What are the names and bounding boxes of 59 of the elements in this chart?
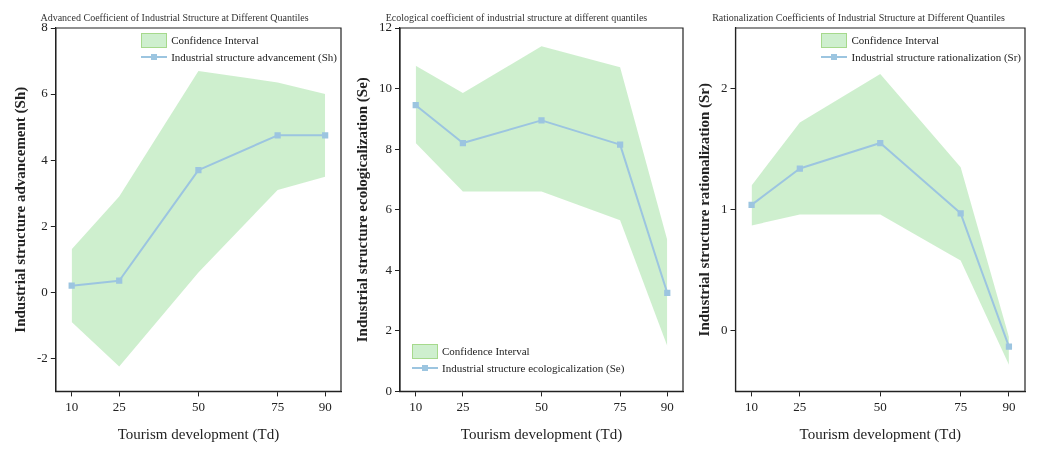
y-tick-label: 2	[41, 217, 48, 233]
point	[459, 139, 467, 147]
chart-title: Ecological coefficient of industrial structure at different quantiles	[385, 11, 648, 23]
y-tick-label: 0	[41, 283, 48, 299]
y-tick-label: 8	[385, 140, 392, 156]
y-tick-label: -2	[36, 349, 48, 365]
x-axis-title: Tourism development (Td)	[799, 425, 961, 443]
x-tick-label: 50	[873, 398, 887, 414]
y-tick-label: 0	[721, 322, 728, 338]
x-tick-label: 75	[613, 398, 627, 414]
legend-label: Industrial structure advancement (Sh)	[171, 50, 337, 65]
x-tick-label: 90	[660, 398, 674, 414]
annotation: Confidence Interval	[851, 33, 940, 48]
point	[274, 132, 281, 139]
x-tick-label: 90	[318, 398, 332, 414]
point	[616, 141, 624, 148]
x-tick-label: 10	[65, 398, 79, 414]
y-tick-label: 10	[379, 79, 392, 95]
y-tick-label: 4	[385, 261, 393, 277]
x-tick-label: 75	[954, 398, 968, 414]
point	[116, 277, 123, 284]
y-tick-label: 4	[41, 151, 49, 167]
chart-title: Rationalization Coefficients of Industrial Structure at Different Quantiles	[712, 11, 1005, 23]
y-tick-label: 2	[385, 322, 392, 338]
x-tick-label: 90	[1002, 398, 1016, 414]
legend-label: Industrial structure ecologicalization (Se)	[442, 361, 625, 377]
chart-title: Advanced Coefficient of Industrial Structure at Different Quantiles	[40, 11, 309, 23]
point	[195, 166, 202, 174]
annotation: Confidence Interval	[171, 33, 259, 48]
y-tick-label: 6	[41, 85, 49, 101]
point	[796, 165, 803, 172]
x-tick-label: 10	[409, 398, 423, 414]
y-axis-title: Industrial structure advancement (Sh)	[11, 86, 29, 333]
point	[322, 132, 329, 139]
point	[412, 102, 419, 109]
point	[68, 282, 75, 289]
y-axis-title: Industrial structure rationalization (Sr)	[695, 82, 713, 337]
point	[748, 201, 755, 208]
y-tick-label: 6	[385, 201, 393, 217]
x-tick-label: 10	[745, 398, 759, 414]
point	[538, 117, 545, 124]
point	[664, 289, 671, 297]
y-tick-label: 1	[721, 201, 728, 217]
y-tick-label: 0	[385, 382, 392, 398]
x-tick-label: 50	[191, 398, 205, 414]
x-tick-label: 25	[456, 398, 470, 414]
point	[1005, 343, 1013, 350]
annotation: Confidence Interval	[442, 344, 530, 360]
x-tick-label: 25	[112, 398, 126, 414]
x-tick-label: 25	[793, 398, 807, 414]
point	[877, 139, 884, 147]
legend-label: Industrial structure rationalization (Sr)	[851, 50, 1021, 65]
x-axis-title: Tourism development (Td)	[460, 425, 623, 443]
y-axis-title: Industrial structure ecologicalization (Se)	[353, 77, 371, 343]
point	[957, 210, 964, 217]
x-axis-title: Tourism development (Td)	[117, 425, 280, 443]
x-tick-label: 50	[535, 398, 548, 414]
y-tick-label: 2	[721, 79, 728, 95]
x-tick-label: 75	[271, 398, 285, 414]
